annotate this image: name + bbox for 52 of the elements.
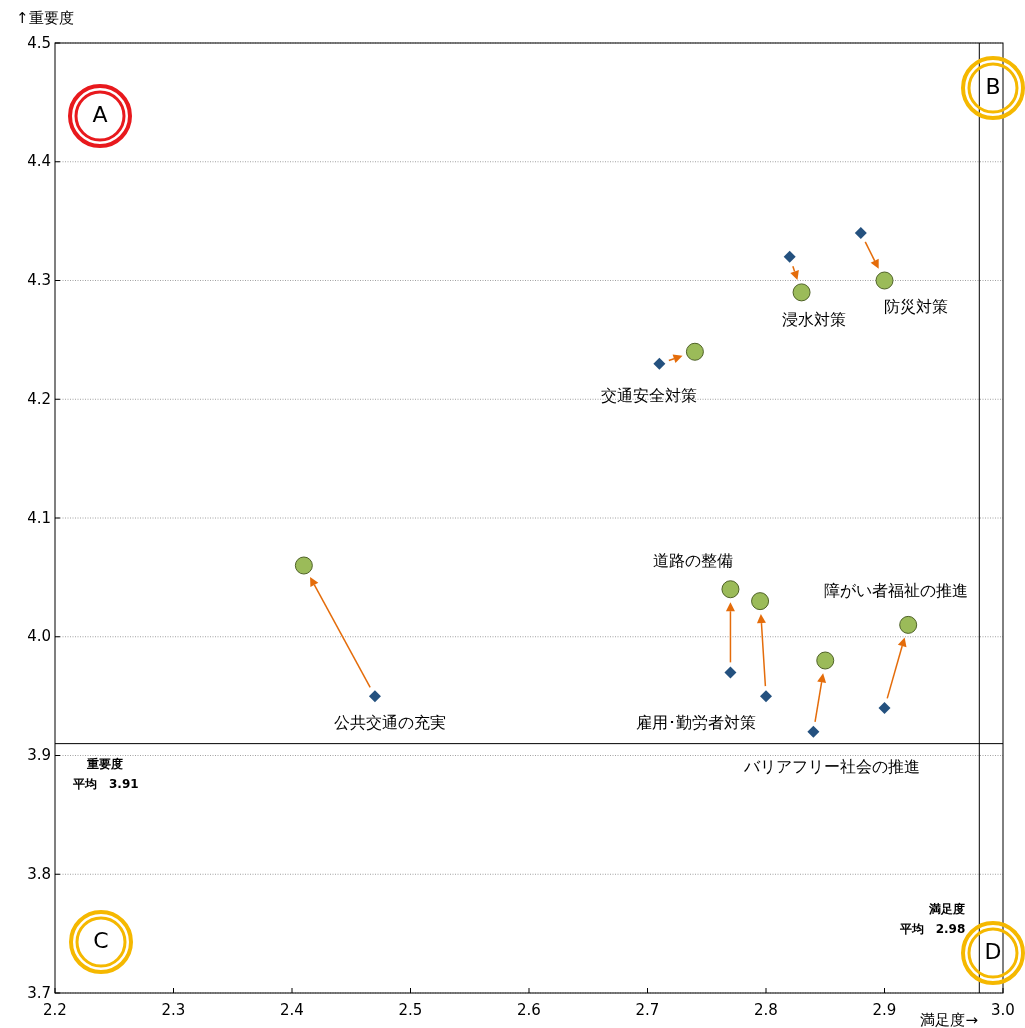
- point: [724, 666, 737, 679]
- y-tick-label: 4.4: [27, 152, 51, 171]
- point: [685, 342, 704, 361]
- y-tick-label: 4.2: [27, 389, 51, 408]
- y-tick-label: 3.9: [27, 746, 51, 764]
- annotation: 重要度: [86, 756, 123, 771]
- annotation: 防災対策: [883, 297, 948, 316]
- point: [368, 690, 381, 703]
- x-tick-label: 2.6: [517, 1001, 541, 1019]
- y-tick-label: 4.0: [27, 627, 51, 646]
- y-tick-label: 4.5: [27, 33, 51, 52]
- annotation: バリアフリー社会の推進: [743, 757, 921, 777]
- x-axis-title: 満足度→: [920, 1011, 978, 1028]
- x-tick-label: 2.5: [398, 1001, 423, 1019]
- y-tick-label: 3.8: [27, 864, 51, 883]
- y-axis-title: ↑重要度: [16, 9, 74, 27]
- point: [721, 580, 740, 599]
- annotation: C: [93, 928, 109, 953]
- point: [294, 556, 313, 575]
- point: [878, 702, 891, 714]
- point: [875, 271, 894, 290]
- y-tick-label: 4.3: [27, 271, 51, 289]
- point: [899, 615, 918, 634]
- annotation: 公共交通の充実: [333, 712, 446, 732]
- annotation: 浸水対策: [781, 309, 846, 329]
- x-tick-label: 2.3: [161, 1001, 186, 1019]
- ref-line-label: 平均 2.98: [898, 922, 966, 936]
- point: [792, 283, 811, 302]
- annotation: 交通安全対策: [601, 386, 698, 406]
- x-tick-label: 2.8: [754, 1001, 778, 1019]
- annotation: A: [92, 102, 108, 127]
- annotation: D: [984, 939, 1002, 964]
- ref-line-label: 平均 3.91: [72, 776, 139, 791]
- point: [854, 227, 867, 239]
- point: [760, 690, 772, 703]
- x-tick-label: 2.7: [635, 1001, 660, 1019]
- annotation: B: [985, 74, 1001, 99]
- y-tick-label: 4.1: [27, 508, 51, 527]
- point: [751, 592, 770, 611]
- point: [653, 357, 666, 370]
- annotation: 雇用･勤労者対策: [636, 712, 756, 732]
- point: [816, 651, 835, 670]
- y-tick-label: 3.7: [27, 983, 51, 1002]
- point: [783, 250, 796, 263]
- x-tick-label: 2.2: [43, 1001, 67, 1019]
- x-tick-label: 2.9: [872, 1001, 897, 1019]
- annotation: 障がい者福祉の推進: [824, 581, 969, 601]
- annotation: 満足度: [928, 902, 966, 916]
- annotation: 道路の整備: [653, 550, 734, 570]
- x-tick-label: 3.0: [991, 1001, 1015, 1019]
- point: [807, 725, 820, 738]
- x-tick-label: 2.4: [280, 1001, 304, 1019]
